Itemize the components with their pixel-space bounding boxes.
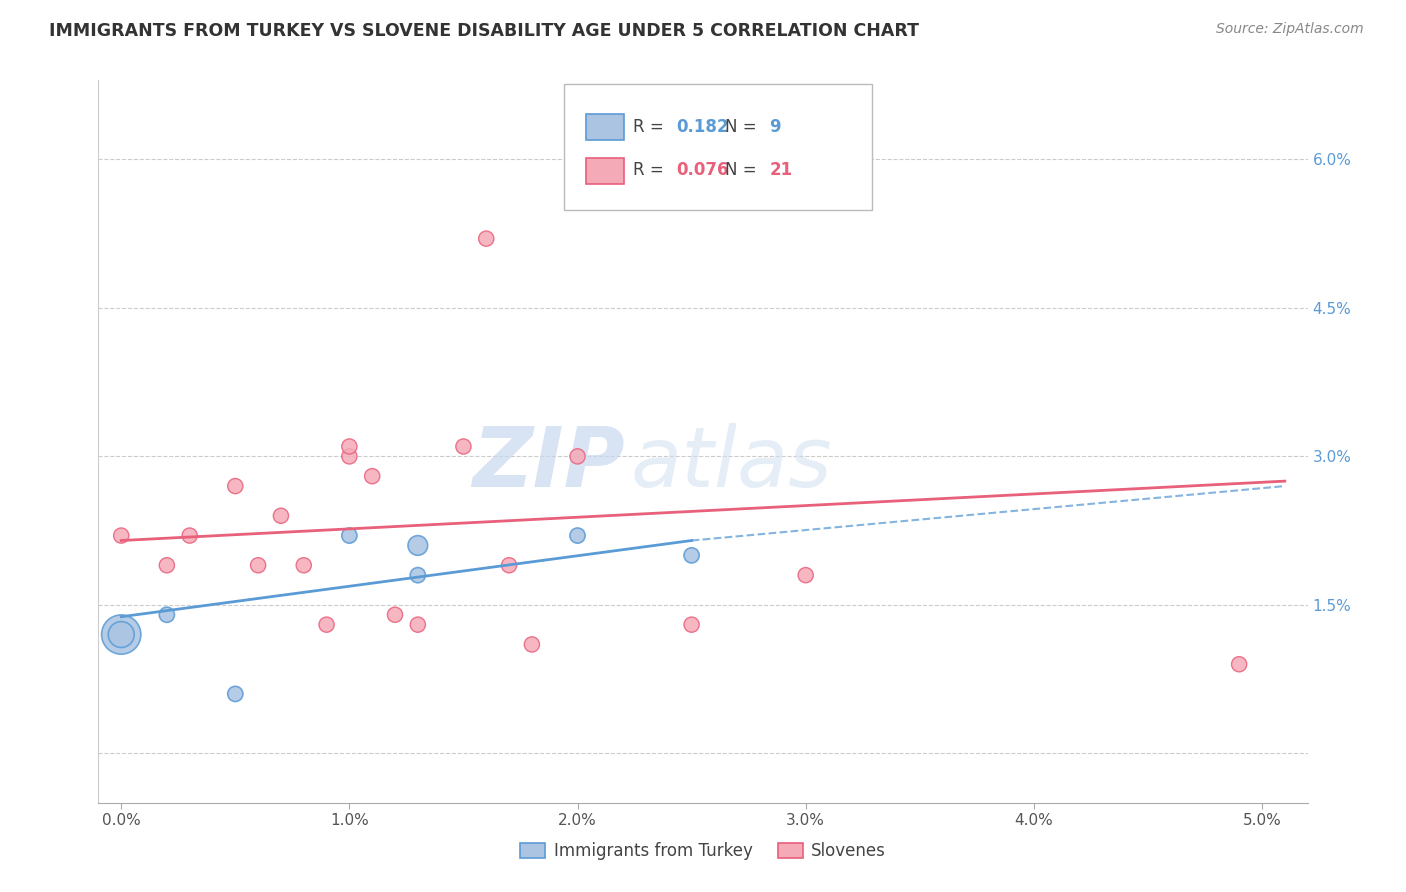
Point (361, 469, 384, 483)
Point (567, 528, 589, 542)
Point (498, 558, 520, 573)
Point (156, 607, 179, 622)
Text: 21: 21 (769, 161, 793, 179)
Text: R =: R = (633, 161, 669, 179)
Text: IMMIGRANTS FROM TURKEY VS SLOVENE DISABILITY AGE UNDER 5 CORRELATION CHART: IMMIGRANTS FROM TURKEY VS SLOVENE DISABI… (49, 22, 920, 40)
Point (406, 568, 429, 582)
Text: N =: N = (724, 118, 762, 136)
Point (247, 558, 270, 573)
Point (337, 528, 360, 542)
Point (292, 558, 315, 573)
Point (520, 637, 543, 651)
Point (475, 232, 498, 246)
Point (156, 558, 179, 573)
Point (681, 617, 703, 632)
FancyBboxPatch shape (586, 114, 624, 140)
FancyBboxPatch shape (586, 158, 624, 184)
Point (110, 627, 132, 641)
Point (681, 549, 703, 563)
Point (337, 450, 360, 464)
Text: 0.076: 0.076 (676, 161, 728, 179)
Point (794, 568, 817, 582)
Text: 9: 9 (769, 118, 782, 136)
Text: atlas: atlas (630, 423, 832, 504)
Point (337, 440, 360, 454)
Point (384, 607, 406, 622)
Point (406, 617, 429, 632)
Point (110, 528, 132, 542)
Point (270, 508, 292, 523)
Point (406, 539, 429, 553)
Text: R =: R = (633, 118, 669, 136)
Point (315, 617, 337, 632)
Point (224, 479, 246, 493)
Text: N =: N = (724, 161, 762, 179)
FancyBboxPatch shape (564, 84, 872, 211)
Point (1227, 657, 1250, 672)
Point (110, 627, 132, 641)
Point (224, 687, 246, 701)
Text: 0.182: 0.182 (676, 118, 728, 136)
Text: ZIP: ZIP (472, 423, 624, 504)
Legend: Immigrants from Turkey, Slovenes: Immigrants from Turkey, Slovenes (513, 836, 893, 867)
Text: Source: ZipAtlas.com: Source: ZipAtlas.com (1216, 22, 1364, 37)
Point (567, 450, 589, 464)
Point (179, 528, 201, 542)
Point (453, 440, 475, 454)
